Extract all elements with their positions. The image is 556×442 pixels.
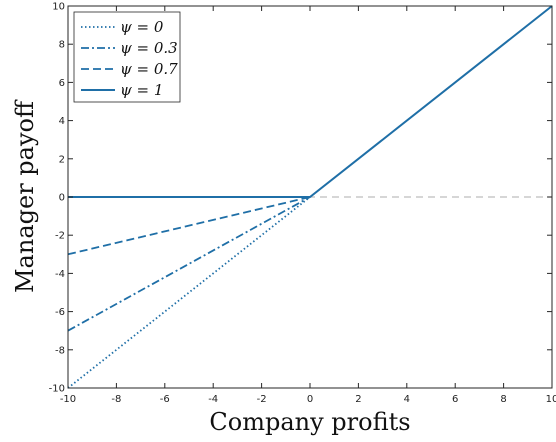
- y-tick-label-4: -2: [55, 231, 65, 242]
- x-tick-label-7: 4: [404, 394, 410, 405]
- y-tick-label-5: 0: [59, 193, 65, 204]
- y-tick-label-2: -6: [55, 307, 65, 318]
- y-tick-label-7: 4: [59, 116, 65, 127]
- x-tick-label-4: -2: [257, 394, 267, 405]
- y-tick-label-6: 2: [59, 154, 65, 165]
- y-tick-label-3: -4: [55, 269, 65, 280]
- x-tick-label-1: -8: [111, 394, 121, 405]
- legend-label-0: ψ = 0: [120, 18, 164, 36]
- y-tick-label-10: 10: [52, 2, 65, 13]
- x-tick-label-6: 2: [355, 394, 361, 405]
- ticks-layer: -10 -8 -6 -4 -2 0 2 4 6 8 10 -10 -8 -6 -4 -2 0 2 4 6 8 10: [49, 2, 556, 406]
- legend: ψ = 0 ψ = 0.3 ψ = 0.7 ψ = 1: [73, 11, 181, 103]
- x-tick-label-0: -10: [60, 394, 76, 405]
- y-tick-label-0: -10: [49, 384, 65, 395]
- series-line-3: [68, 5, 553, 198]
- legend-label-1: ψ = 0.3: [120, 39, 178, 57]
- x-tick-label-2: -6: [160, 394, 170, 405]
- y-tick-label-9: 8: [59, 40, 65, 51]
- legend-label-3: ψ = 1: [120, 81, 163, 99]
- series-layer: [67, 5, 553, 389]
- series-line-2: [67, 196, 311, 256]
- x-tick-label-3: -4: [208, 394, 218, 405]
- series-line-1: [67, 196, 311, 332]
- x-tick-label-10: 10: [546, 394, 556, 405]
- x-tick-label-8: 6: [452, 394, 458, 405]
- y-tick-label-8: 6: [59, 78, 65, 89]
- x-tick-label-9: 8: [500, 394, 506, 405]
- legend-label-2: ψ = 0.7: [120, 60, 178, 78]
- y-axis-title: Manager payoff: [11, 99, 39, 293]
- x-axis-title: Company profits: [209, 408, 410, 436]
- y-tick-label-1: -8: [55, 345, 65, 356]
- x-tick-label-5: 0: [307, 394, 313, 405]
- series-line-0: [67, 196, 311, 389]
- legend-box: [73, 11, 181, 103]
